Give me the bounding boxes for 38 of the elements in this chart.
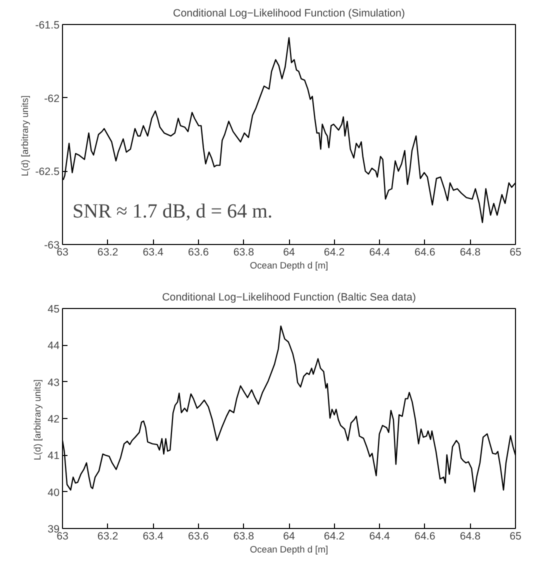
y-tick-label: -61.5 xyxy=(35,20,60,32)
x-axis-title: Ocean Depth d [m] xyxy=(250,260,328,270)
y-axis-title: L(d) [arbitrary units] xyxy=(20,95,30,176)
y-tick-label: 45 xyxy=(48,304,60,316)
chart-title: Conditional Log−Likelihood Function (Baltic Sea data) xyxy=(162,292,416,304)
y-axis-title: L(d) [arbitrary units] xyxy=(32,379,43,460)
chart-title: Conditional Log−Likelihood Function (Simulation) xyxy=(173,8,405,20)
y-tick-label: 44 xyxy=(48,340,60,352)
y-tick-label: 43 xyxy=(48,376,60,389)
x-tick-label: 64.4 xyxy=(369,246,390,258)
x-tick-label: 63 xyxy=(56,246,68,258)
x-tick-label: 64.8 xyxy=(460,530,481,542)
x-tick-label: 64 xyxy=(283,246,295,258)
x-tick-label: 63.8 xyxy=(233,246,254,258)
x-tick-label: 63.2 xyxy=(97,530,118,542)
x-tick-label: 64.2 xyxy=(324,530,345,542)
y-tick-label: 41 xyxy=(48,450,60,462)
x-tick-label: 65 xyxy=(510,530,522,542)
x-tick-label: 64 xyxy=(283,530,295,542)
x-tick-label: 63.4 xyxy=(142,246,164,258)
x-tick-label: 63.4 xyxy=(142,530,164,542)
x-tick-label: 64.8 xyxy=(460,246,481,258)
y-tick-label: 42 xyxy=(48,414,60,426)
annotation: SNR ≈ 1.7 dB, d = 64 m. xyxy=(72,200,273,222)
x-tick-label: 64.6 xyxy=(414,246,436,258)
x-tick-label: 63.8 xyxy=(233,530,254,542)
x-tick-label: 63 xyxy=(56,530,68,542)
y-tick-label: -62.5 xyxy=(35,166,60,178)
x-tick-label: 63.6 xyxy=(188,246,209,258)
x-axis-title: Ocean Depth d [m] xyxy=(250,544,328,554)
x-tick-label: 63.2 xyxy=(97,246,118,258)
x-tick-label: 64.4 xyxy=(369,530,390,542)
x-tick-label: 65 xyxy=(510,246,522,258)
x-tick-label: 64.2 xyxy=(324,246,345,258)
x-tick-label: 64.6 xyxy=(414,530,436,542)
y-tick-label: -62 xyxy=(44,92,60,105)
x-tick-label: 63.6 xyxy=(188,530,209,542)
y-tick-label: 40 xyxy=(48,486,60,499)
